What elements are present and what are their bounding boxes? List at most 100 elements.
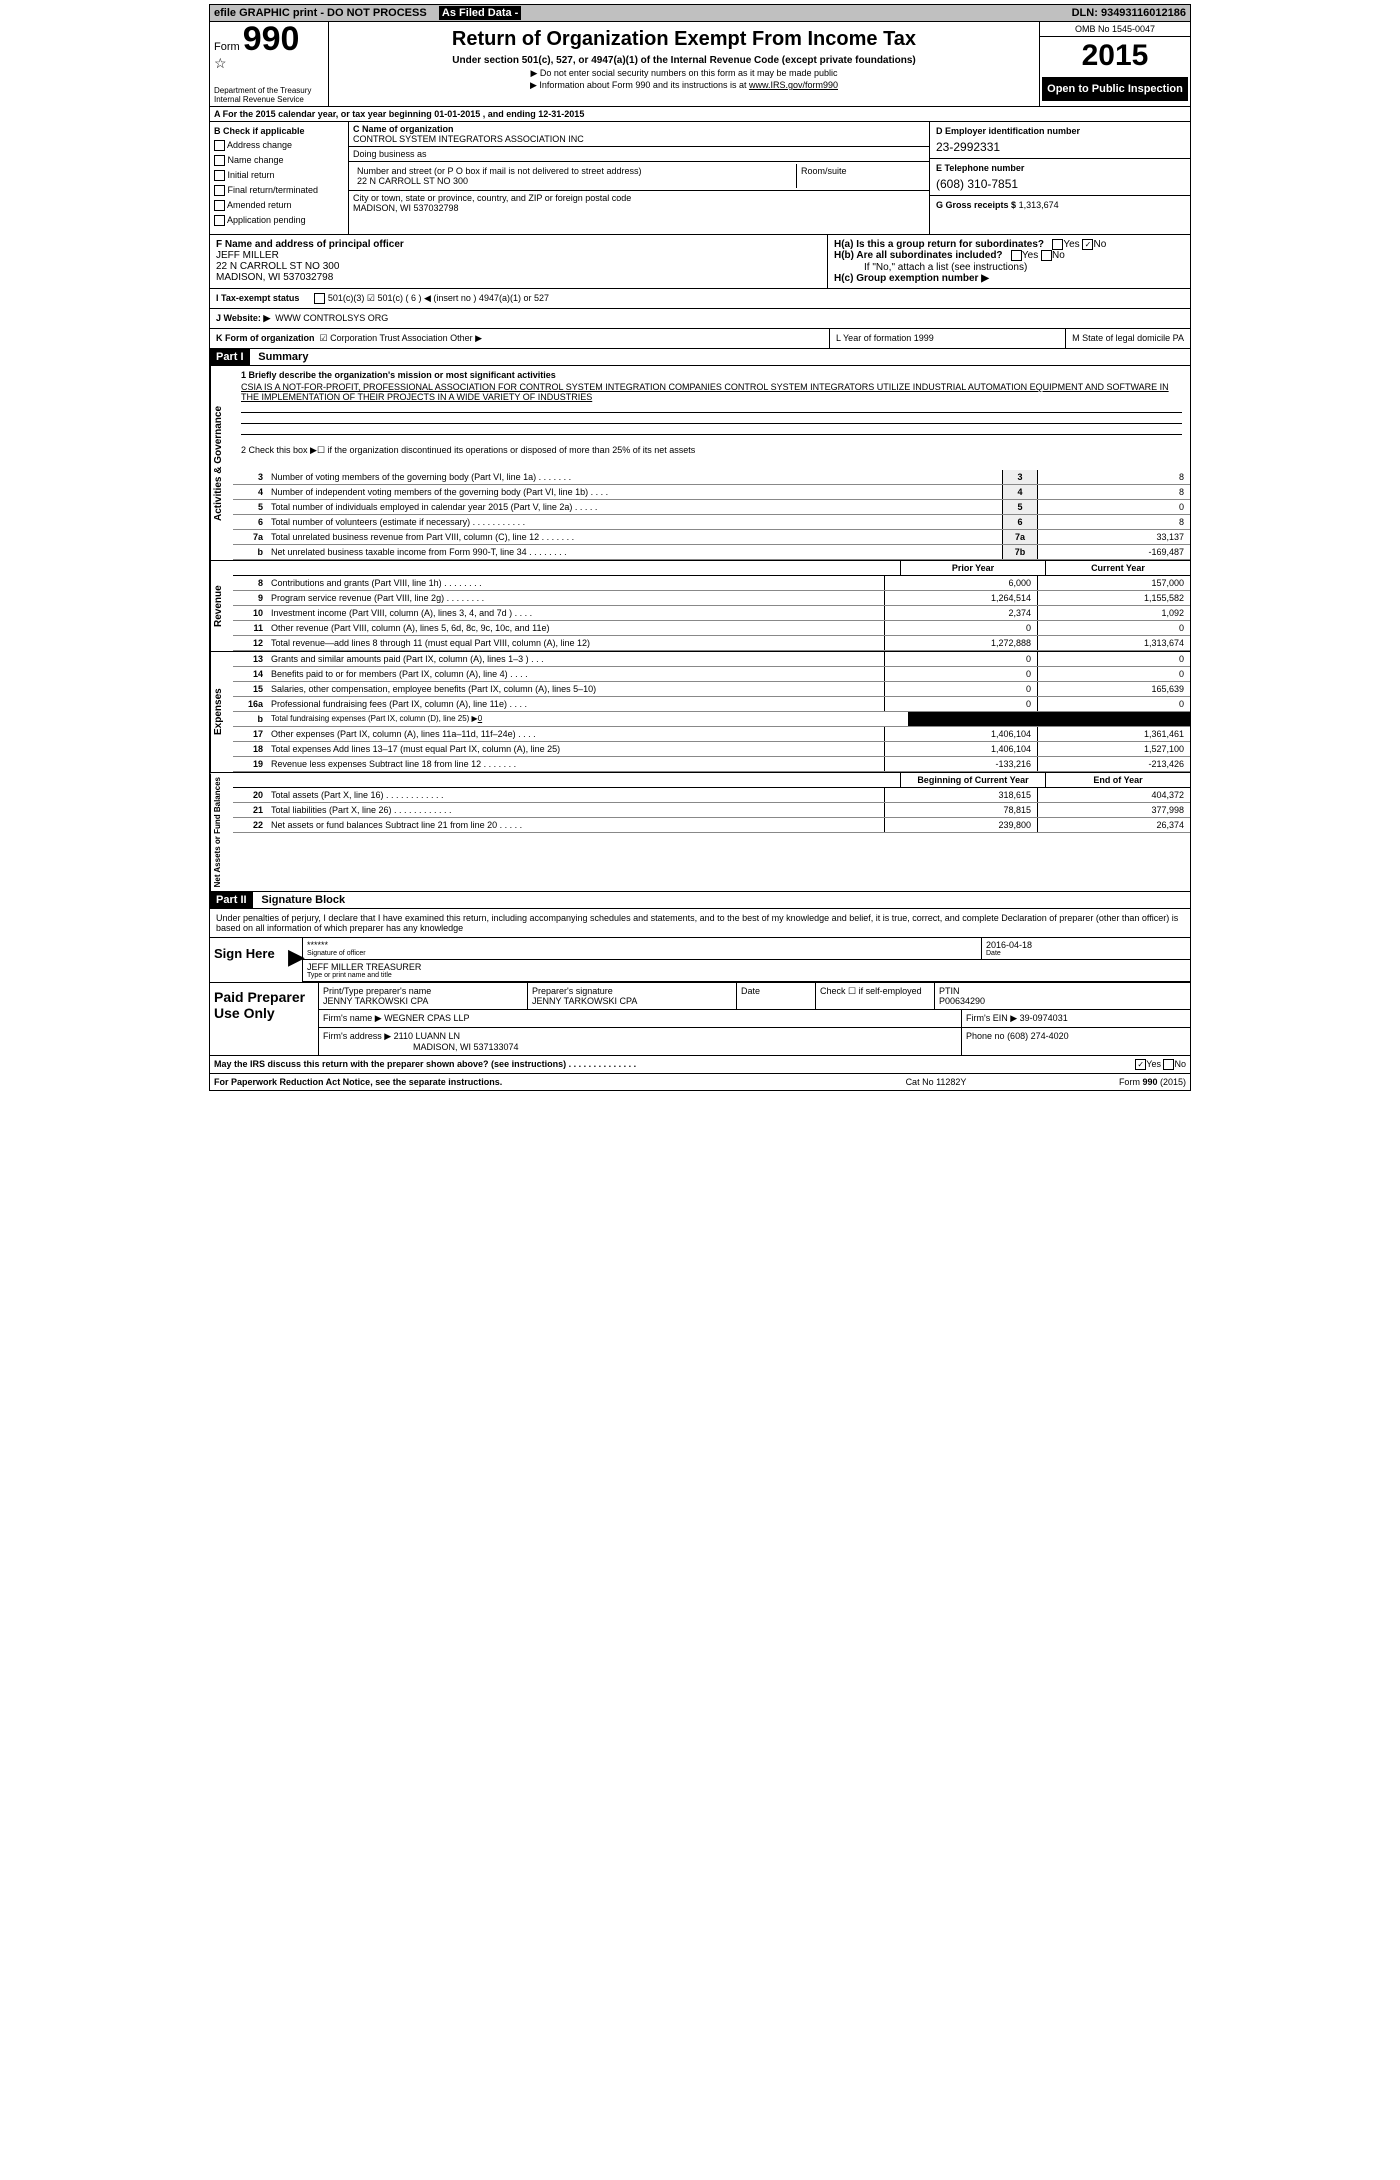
- cat-no: Cat No 11282Y: [836, 1077, 1036, 1087]
- may-yes[interactable]: Yes: [1146, 1059, 1161, 1069]
- line-16a: 16aProfessional fundraising fees (Part I…: [233, 697, 1190, 712]
- line-12: 12Total revenue—add lines 8 through 11 (…: [233, 636, 1190, 651]
- street-label: Number and street (or P O box if mail is…: [357, 166, 641, 176]
- firm-name: WEGNER CPAS LLP: [384, 1013, 469, 1023]
- mission-text: CSIA IS A NOT-FOR-PROFIT, PROFESSIONAL A…: [241, 382, 1182, 402]
- open-public-badge: Open to Public Inspection: [1042, 77, 1188, 101]
- part2-header-row: Part II Signature Block: [210, 891, 1190, 908]
- prior-year-header: Prior Year: [900, 561, 1045, 575]
- line-13: 13Grants and similar amounts paid (Part …: [233, 652, 1190, 667]
- hb-label: H(b) Are all subordinates included?: [834, 251, 1003, 262]
- omb-number: OMB No 1545-0047: [1040, 22, 1190, 37]
- form-note-1: ▶ Do not enter social security numbers o…: [337, 68, 1031, 79]
- ein-label: D Employer identification number: [936, 126, 1080, 136]
- line-19: 19Revenue less expenses Subtract line 18…: [233, 757, 1190, 772]
- column-d: D Employer identification number 23-2992…: [929, 122, 1190, 235]
- summary-line-6: 6Total number of volunteers (estimate if…: [233, 515, 1190, 530]
- may-no[interactable]: No: [1174, 1059, 1186, 1069]
- sign-arrow-icon: ▶: [288, 938, 302, 982]
- firm-phone: (608) 274-4020: [1007, 1031, 1069, 1041]
- form-word: Form: [214, 41, 240, 53]
- part1-badge: Part I: [210, 349, 250, 365]
- part2-title: Signature Block: [261, 894, 345, 906]
- preparer-signature: JENNY TARKOWSKI CPA: [532, 996, 732, 1006]
- phone-label: E Telephone number: [936, 163, 1024, 173]
- phone-value: (608) 310-7851: [936, 177, 1184, 191]
- firm-phone-label: Phone no: [966, 1031, 1005, 1041]
- sidelabel-revenue: Revenue: [210, 561, 233, 651]
- paid-preparer-section: Paid Preparer Use Only Print/Type prepar…: [210, 982, 1190, 1055]
- officer-name-title: JEFF MILLER TREASURER: [307, 962, 1186, 972]
- line-18: 18Total expenses Add lines 13–17 (must e…: [233, 742, 1190, 757]
- k-options: ☑ Corporation Trust Association Other ▶: [320, 333, 483, 343]
- street-value: 22 N CARROLL ST NO 300: [357, 176, 468, 186]
- check-amended-return[interactable]: Amended return: [214, 200, 344, 211]
- state-domicile: M State of legal domicile PA: [1066, 329, 1190, 348]
- firm-addr: 2110 LUANN LN: [394, 1031, 460, 1041]
- ha-label: H(a) Is this a group return for subordin…: [834, 239, 1044, 250]
- name-title-label: Type or print name and title: [307, 972, 1186, 979]
- dept-label: Department of the Treasury Internal Reve…: [214, 86, 324, 104]
- gross-value: 1,313,674: [1019, 200, 1059, 210]
- line-15: 15Salaries, other compensation, employee…: [233, 682, 1190, 697]
- signature-redacted: ******: [307, 940, 977, 950]
- firm-addr-label: Firm's address ▶: [323, 1031, 391, 1041]
- form-header: Form 990 ☆ Department of the Treasury In…: [210, 22, 1190, 107]
- website-value[interactable]: WWW CONTROLSYS ORG: [275, 313, 388, 323]
- firm-name-label: Firm's name ▶: [323, 1013, 382, 1023]
- current-year-header: Current Year: [1045, 561, 1190, 575]
- form-subtitle: Under section 501(c), 527, or 4947(a)(1)…: [337, 55, 1031, 66]
- page-footer: For Paperwork Reduction Act Notice, see …: [210, 1073, 1190, 1090]
- ptin-label: PTIN: [939, 986, 1186, 996]
- paperwork-notice: For Paperwork Reduction Act Notice, see …: [214, 1077, 836, 1087]
- check-application-pending[interactable]: Application pending: [214, 215, 344, 226]
- netassets-section: Net Assets or Fund Balances Beginning of…: [210, 772, 1190, 891]
- self-employed-check[interactable]: Check ☐ if self-employed: [816, 983, 935, 1009]
- hb-note: If "No," attach a list (see instructions…: [864, 262, 1184, 273]
- q2-text: 2 Check this box ▶☐ if the organization …: [241, 445, 1182, 456]
- check-initial-return[interactable]: Initial return: [214, 170, 344, 181]
- preparer-sig-label: Preparer's signature: [532, 986, 732, 996]
- ein-value: 23-2992331: [936, 140, 1184, 154]
- summary-line-3: 3Number of voting members of the governi…: [233, 470, 1190, 485]
- line-14: 14Benefits paid to or for members (Part …: [233, 667, 1190, 682]
- i-label: I Tax-exempt status: [216, 293, 299, 303]
- summary-line-5: 5Total number of individuals employed in…: [233, 500, 1190, 515]
- gross-label: G Gross receipts $: [936, 200, 1016, 210]
- section-bcd: B Check if applicable Address change Nam…: [210, 122, 1190, 235]
- form-title: Return of Organization Exempt From Incom…: [337, 28, 1031, 51]
- form-page: efile GRAPHIC print - DO NOT PROCESS As …: [209, 4, 1191, 1091]
- part2-badge: Part II: [210, 892, 253, 908]
- h-block: H(a) Is this a group return for subordin…: [827, 235, 1190, 287]
- i-options: 501(c)(3) ☑ 501(c) ( 6 ) ◀ (insert no ) …: [328, 293, 549, 303]
- form-footer-label: Form: [1119, 1077, 1143, 1087]
- tax-year: 2015: [1040, 37, 1190, 75]
- may-discuss-question: May the IRS discuss this return with the…: [214, 1059, 636, 1069]
- summary-line-b: bNet unrelated business taxable income f…: [233, 545, 1190, 560]
- sidelabel-expenses: Expenses: [210, 652, 233, 772]
- signature-section: Under penalties of perjury, I declare th…: [210, 908, 1190, 1073]
- officer-addr2: MADISON, WI 537032798: [216, 272, 333, 283]
- activities-governance-section: Activities & Governance 1 Briefly descri…: [210, 365, 1190, 560]
- room-label: Room/suite: [796, 164, 925, 188]
- c-name-label: C Name of organization: [353, 124, 454, 134]
- check-address-change[interactable]: Address change: [214, 140, 344, 151]
- q1-label: 1 Briefly describe the organization's mi…: [241, 370, 556, 380]
- check-final-return[interactable]: Final return/terminated: [214, 185, 344, 196]
- efile-notice: efile GRAPHIC print - DO NOT PROCESS: [214, 7, 427, 19]
- f-label: F Name and address of principal officer: [216, 239, 404, 250]
- sidelabel-ag: Activities & Governance: [210, 366, 233, 560]
- column-b-checkboxes: B Check if applicable Address change Nam…: [210, 122, 349, 235]
- j-label: J Website: ▶: [216, 313, 270, 323]
- line-b: bTotal fundraising expenses (Part IX, co…: [233, 712, 1190, 727]
- end-year-header: End of Year: [1045, 773, 1190, 787]
- irs-link[interactable]: www.IRS.gov/form990: [749, 80, 838, 90]
- officer-addr1: 22 N CARROLL ST NO 300: [216, 261, 339, 272]
- line-11: 11Other revenue (Part VIII, column (A), …: [233, 621, 1190, 636]
- check-name-change[interactable]: Name change: [214, 155, 344, 166]
- form-year-footer: (2015): [1157, 1077, 1186, 1087]
- row-a-period: A For the 2015 calendar year, or tax yea…: [210, 107, 1190, 122]
- part1-header-row: Part I Summary: [210, 348, 1190, 365]
- dba-label: Doing business as: [353, 149, 427, 159]
- asfiled-label: As Filed Data -: [439, 6, 521, 20]
